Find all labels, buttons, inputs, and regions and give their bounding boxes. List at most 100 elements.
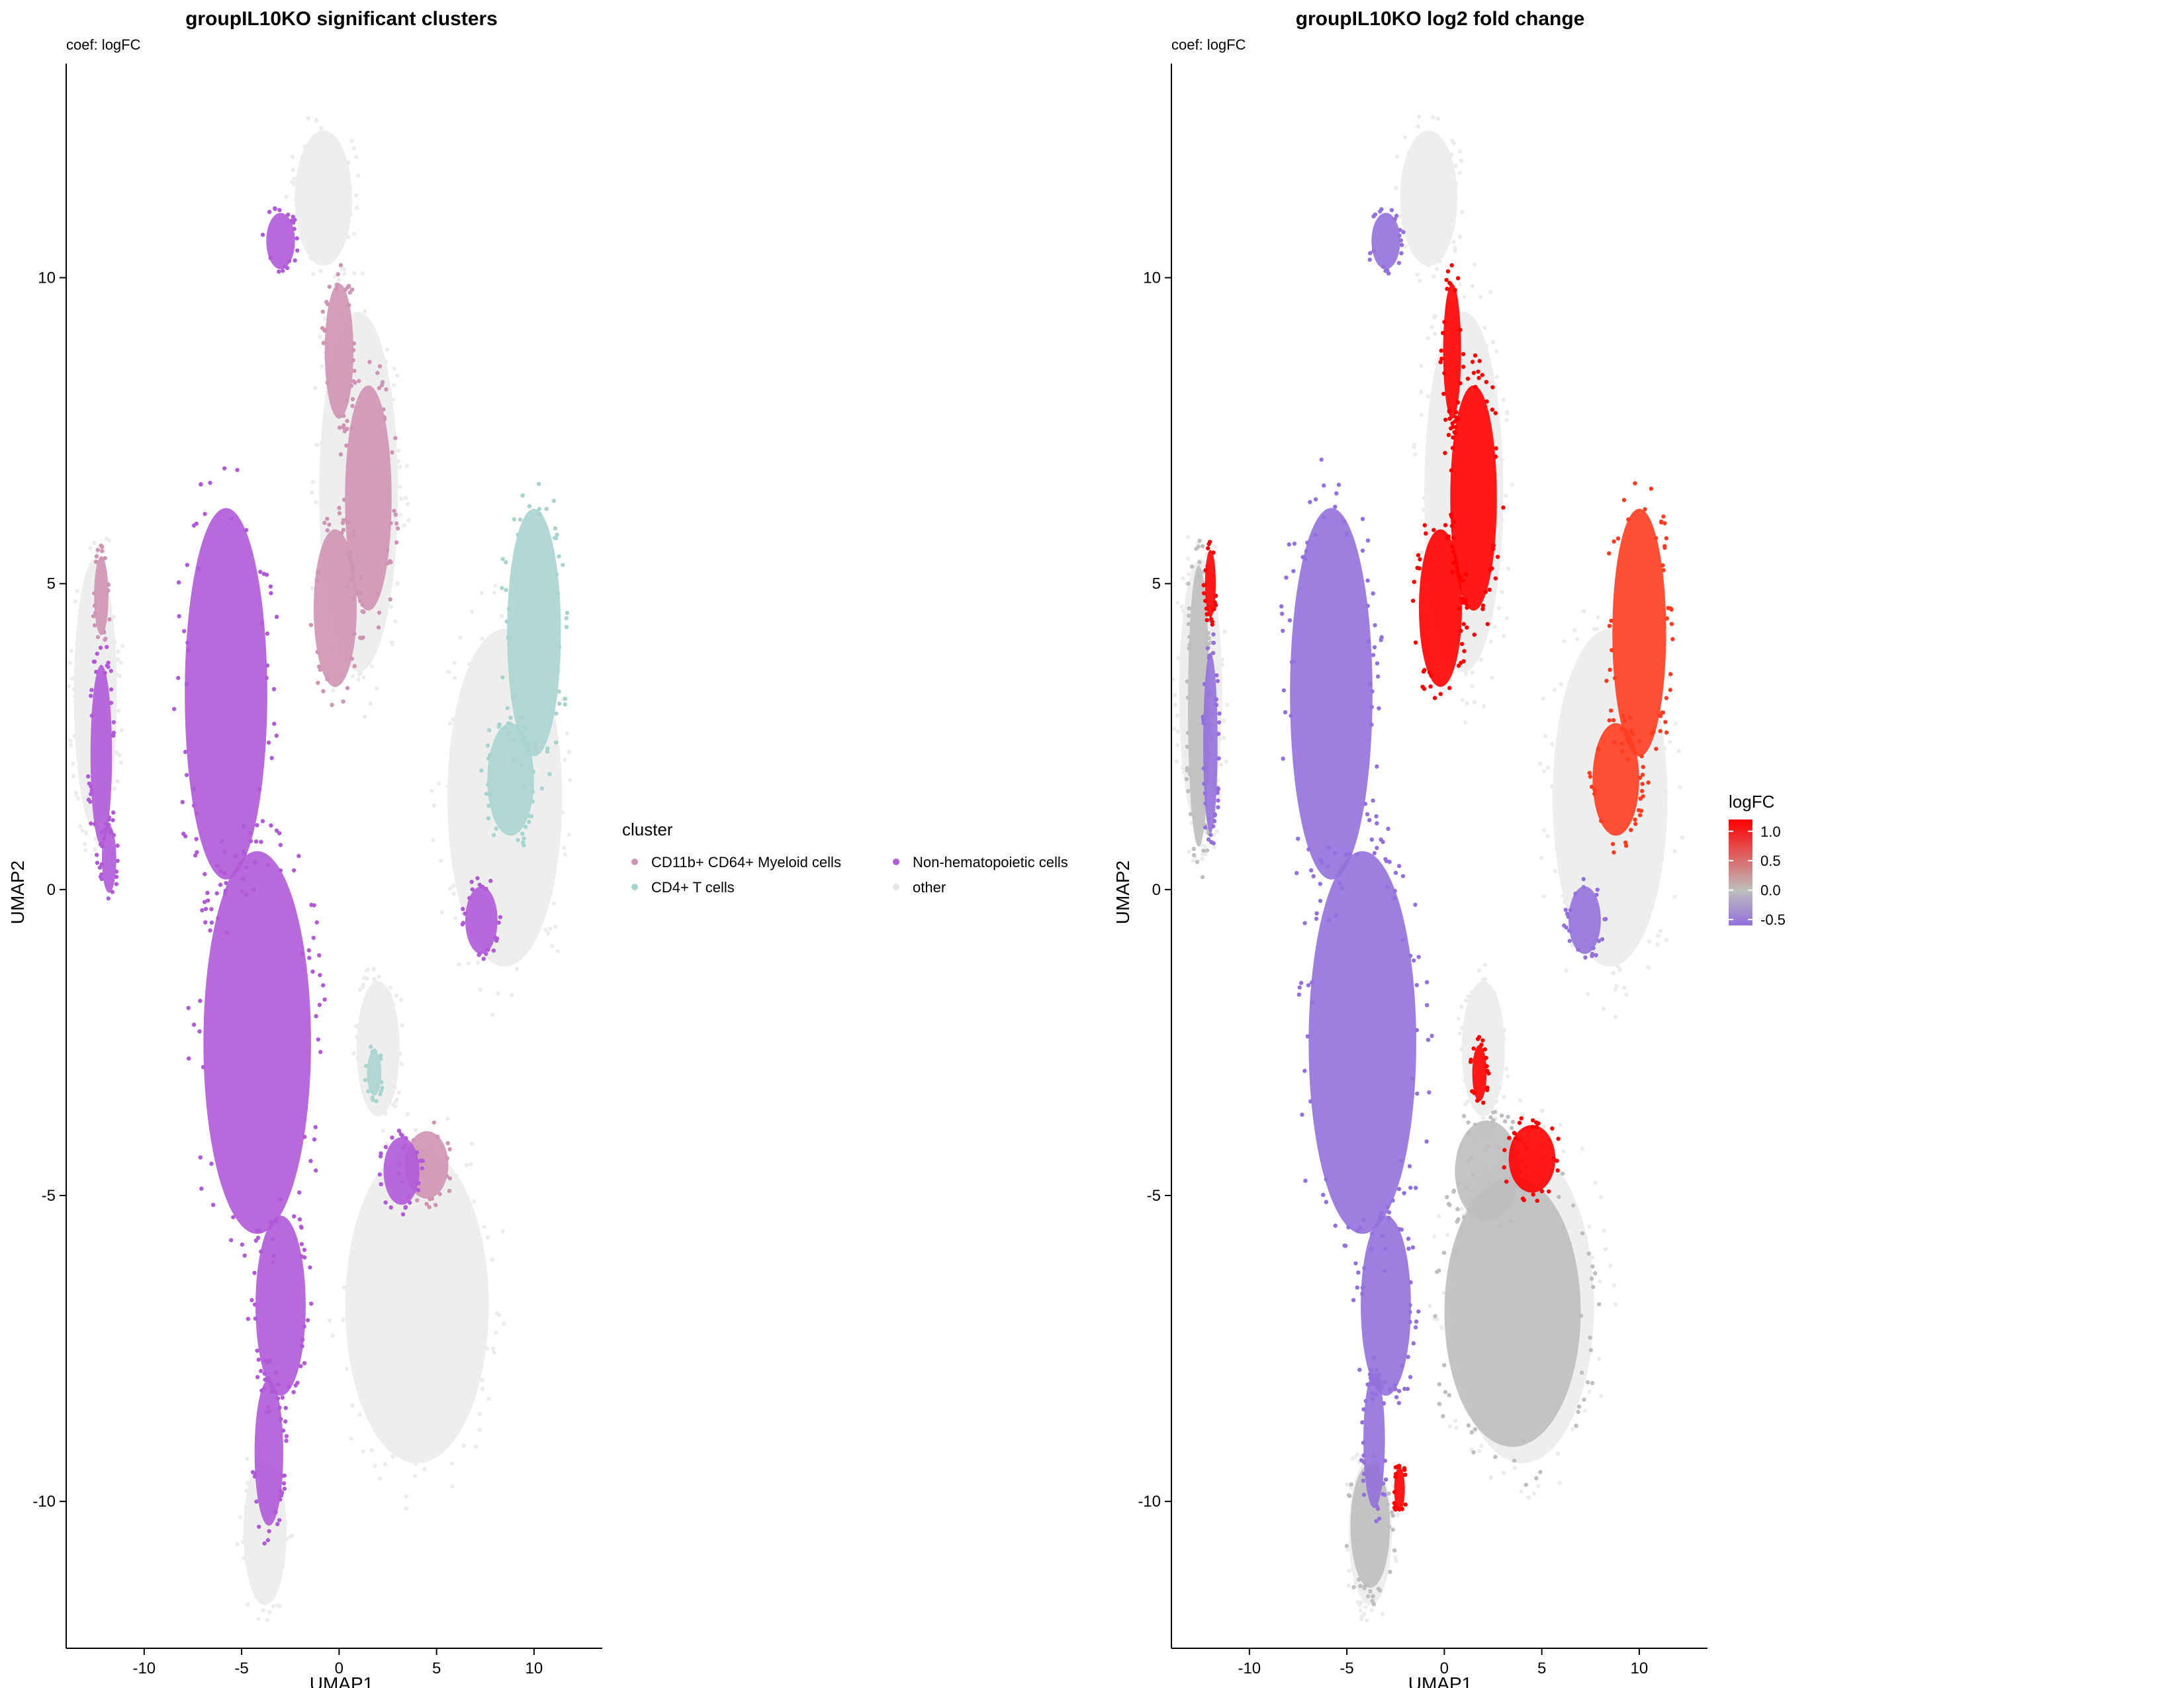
panel-1-point	[379, 1080, 384, 1084]
panel-2-point	[1408, 1280, 1413, 1285]
panel-2-point	[1203, 568, 1208, 573]
panel-2-point	[1497, 1086, 1502, 1090]
panel-1-point	[199, 1186, 204, 1191]
panel-1-point	[478, 987, 482, 992]
panel-1-point	[351, 533, 356, 538]
panel-1-point	[320, 364, 324, 369]
panel-2-point	[1454, 1425, 1459, 1430]
panel-2-point	[1303, 1178, 1308, 1183]
panel-2-point	[1485, 622, 1490, 626]
panel-1-point	[302, 1135, 307, 1139]
panel-2-point	[1519, 1116, 1524, 1121]
panel-1-point	[89, 688, 94, 692]
panel-2-point	[1664, 790, 1668, 794]
panel-1-point	[491, 833, 496, 837]
panel-2-point	[1377, 706, 1381, 711]
panel-1-point	[564, 616, 569, 621]
panel-1-point	[300, 1344, 304, 1348]
panel-1-point	[265, 1376, 270, 1381]
panel-1-point	[89, 821, 93, 826]
panel-2-point	[1321, 1192, 1326, 1197]
panel-1-point	[469, 879, 474, 884]
panel-1-point	[321, 688, 326, 694]
panel-1-point	[361, 1449, 365, 1454]
panel-2-point	[1314, 916, 1319, 921]
panel-2-point	[1557, 1480, 1563, 1485]
panel-1-point	[520, 831, 525, 836]
panel-2-point	[1431, 115, 1435, 120]
panel-2-point	[1438, 359, 1443, 365]
panel-1-point	[284, 1434, 289, 1438]
panel-2-point	[1612, 850, 1616, 855]
panel-2-point	[1576, 1404, 1582, 1409]
panel-1-x-tick-label: 10	[525, 1660, 543, 1677]
panel-1-point	[110, 890, 115, 894]
panel-2-point	[1647, 939, 1652, 944]
panel-2-point	[1615, 536, 1621, 541]
panel-2-point	[1311, 874, 1316, 878]
panel-2-point	[1437, 259, 1442, 263]
panel-2-point	[1458, 234, 1463, 239]
panel-2-point	[1668, 739, 1672, 744]
panel-2-point	[1459, 1004, 1464, 1009]
panel-2-point	[1424, 1139, 1429, 1144]
panel-1-point	[269, 823, 273, 828]
panel-2-point	[1603, 1247, 1608, 1252]
panel-2-point	[1564, 968, 1569, 973]
panel-1-point	[547, 772, 552, 776]
panel-2-point	[1435, 1317, 1439, 1322]
panel-2-point	[1441, 330, 1445, 336]
colorbar-tick-label: 0.0	[1760, 882, 1781, 899]
panel-1-point	[345, 418, 349, 424]
panel-2-point	[1426, 336, 1430, 341]
panel-2-point	[1622, 986, 1627, 990]
panel-2-series-3	[1201, 263, 1561, 1512]
panel-1-series-2-cluster-1	[203, 851, 311, 1235]
panel-2-point	[1393, 1465, 1398, 1470]
panel-2-point	[1318, 882, 1322, 886]
panel-1-point	[95, 635, 101, 639]
panel-2-point	[1389, 1510, 1394, 1515]
panel-1-point	[447, 722, 453, 726]
panel-1-point	[415, 1450, 420, 1456]
panel-2-point	[1591, 946, 1596, 951]
panel-2-point	[1202, 682, 1207, 686]
panel-2-point	[1491, 543, 1496, 548]
panel-1-point	[310, 969, 315, 974]
panel-1-point	[277, 831, 282, 835]
panel-1-point	[115, 859, 120, 863]
panel-2-point	[1573, 891, 1578, 896]
panel-1-point	[274, 733, 279, 738]
panel-1-point	[197, 566, 201, 571]
panel-2-point	[1501, 1036, 1506, 1041]
panel-2-point	[1466, 1423, 1471, 1428]
panel-1-point	[259, 1249, 264, 1254]
panel-1-subtitle: coef: logFC	[66, 36, 141, 53]
panel-2-point	[1445, 1233, 1450, 1238]
panel-1-point	[186, 648, 191, 653]
panel-2-series-2-cluster-0	[1290, 508, 1373, 880]
panel-2-point	[1197, 560, 1202, 565]
panel-1-point	[372, 976, 377, 981]
panel-2-point	[1563, 1181, 1567, 1186]
panel-1-point	[105, 645, 109, 649]
panel-2-point	[1378, 1215, 1383, 1219]
panel-1-point	[459, 1414, 464, 1419]
panel-2-point	[1563, 896, 1569, 901]
panel-1-point	[92, 603, 97, 608]
panel-1-series-2-cluster-5	[101, 825, 116, 893]
panel-2-point	[1321, 516, 1326, 520]
panel-2-point	[1637, 739, 1642, 744]
panel-2-point	[1445, 287, 1449, 291]
panel-1-point	[94, 853, 99, 857]
panel-1-point	[325, 677, 330, 682]
panel-1-point	[486, 756, 491, 761]
panel-1-point	[533, 744, 537, 749]
panel-1-point	[461, 920, 466, 925]
panel-1-point	[378, 1154, 383, 1159]
panel-2-point	[1355, 1452, 1359, 1457]
panel-2-point	[1417, 566, 1422, 571]
panel-1-point	[246, 1481, 250, 1485]
panel-1-point	[415, 1180, 420, 1186]
